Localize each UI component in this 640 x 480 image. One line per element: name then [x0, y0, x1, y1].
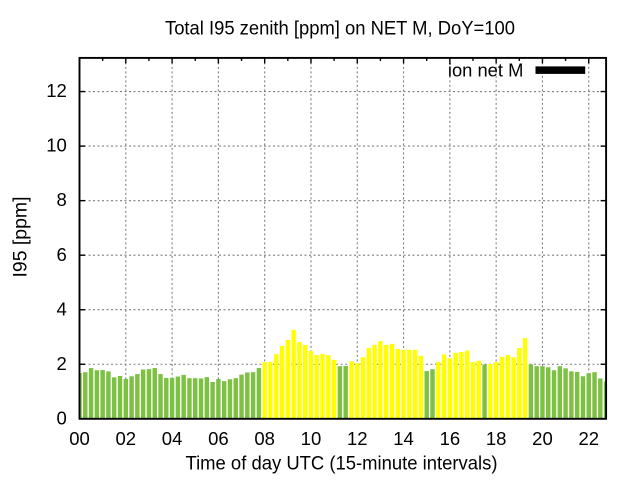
svg-text:18: 18 — [486, 428, 507, 449]
svg-text:12: 12 — [46, 80, 67, 101]
svg-text:10: 10 — [301, 428, 322, 449]
svg-text:2: 2 — [57, 353, 67, 374]
svg-text:8: 8 — [57, 189, 67, 210]
svg-text:ion net M: ion net M — [448, 60, 524, 81]
svg-text:4: 4 — [57, 298, 67, 319]
svg-text:6: 6 — [57, 244, 67, 265]
svg-text:0: 0 — [57, 407, 67, 428]
svg-text:20: 20 — [532, 428, 553, 449]
svg-text:12: 12 — [347, 428, 368, 449]
svg-text:04: 04 — [162, 428, 183, 449]
svg-text:06: 06 — [208, 428, 229, 449]
svg-text:Time of day UTC (15-minute int: Time of day UTC (15-minute intervals) — [186, 453, 498, 475]
svg-text:14: 14 — [393, 428, 414, 449]
svg-text:10: 10 — [46, 135, 67, 156]
svg-text:16: 16 — [440, 428, 461, 449]
svg-text:08: 08 — [254, 428, 275, 449]
svg-text:00: 00 — [69, 428, 90, 449]
svg-text:22: 22 — [578, 428, 599, 449]
svg-text:I95 [ppm]: I95 [ppm] — [11, 197, 32, 278]
svg-text:02: 02 — [116, 428, 137, 449]
svg-text:Total I95 zenith [ppm] on NET: Total I95 zenith [ppm] on NET M, DoY=100 — [165, 19, 515, 40]
